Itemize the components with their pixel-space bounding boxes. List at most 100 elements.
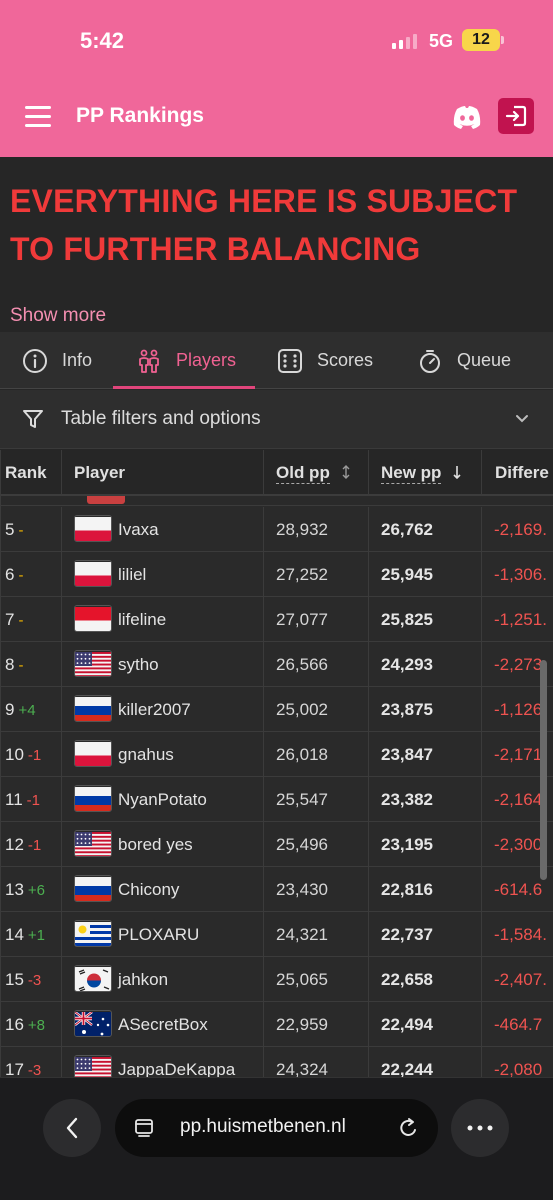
header-new-pp[interactable]: New pp [369, 450, 482, 496]
player-cell: gnahus [62, 732, 264, 777]
table-row[interactable]: 13 +6 Chicony 23,430 22,816 -614.6 [1, 867, 553, 912]
old-pp-cell: 24,324 [264, 1047, 369, 1077]
header-difference[interactable]: Differe [495, 463, 549, 482]
player-name-link[interactable]: NyanPotato [118, 790, 207, 809]
table-filters-toggle[interactable]: Table filters and options [0, 390, 553, 449]
back-button[interactable] [43, 1099, 101, 1157]
difference-cell: -2,407. [494, 970, 547, 989]
rank-value: 8 [5, 655, 15, 674]
logout-icon [505, 105, 527, 127]
header-old-pp[interactable]: Old pp [264, 450, 369, 496]
new-pp-cell: 23,847 [369, 732, 482, 777]
player-name-link[interactable]: PLOXARU [118, 925, 200, 944]
player-name-link[interactable]: JappaDeKappa [118, 1060, 236, 1077]
table-row[interactable]: 11 -1 NyanPotato 25,547 23,382 -2,164. [1, 777, 553, 822]
player-cell: lifeline [62, 597, 264, 642]
rank-value: 17 [5, 1060, 24, 1077]
player-name-link[interactable]: ASecretBox [118, 1015, 208, 1034]
table-row[interactable]: 14 +1 PLOXARU 24,321 22,737 -1,584. [1, 912, 553, 957]
rank-cell: 15 -3 [1, 957, 62, 1002]
tab-bar: Info Players Scores [0, 332, 553, 389]
player-name-link[interactable]: killer2007 [118, 700, 191, 719]
tab-players[interactable]: Players [136, 332, 236, 389]
player-cell: NyanPotato [62, 777, 264, 822]
country-flag-icon [74, 1010, 112, 1037]
header-old-pp-label: Old pp [276, 463, 330, 484]
menu-button[interactable] [25, 106, 51, 128]
player-name-link[interactable]: jahkon [118, 970, 169, 989]
chevron-left-icon [66, 1117, 78, 1139]
tab-queue-label: Queue [457, 350, 512, 370]
tab-info[interactable]: Info [22, 332, 92, 389]
tab-scores-label: Scores [317, 350, 374, 370]
rank-cell: 11 -1 [1, 777, 62, 822]
table-row[interactable]: 9 +4 killer2007 25,002 23,875 -1,126. [1, 687, 553, 732]
show-more-link[interactable]: Show more [10, 305, 107, 326]
difference-cell: -464.7 [494, 1015, 543, 1034]
tab-scores[interactable]: Scores [277, 332, 373, 389]
reload-icon[interactable] [398, 1116, 420, 1140]
table-row[interactable]: 10 -1 gnahus 26,018 23,847 -2,171 [1, 732, 553, 777]
table-row[interactable]: 7- lifeline 27,077 25,825 -1,251. [1, 597, 553, 642]
player-name-link[interactable]: Ivaxa [118, 520, 159, 539]
player-name-link[interactable]: lifeline [118, 610, 167, 629]
table-row[interactable]: 12 -1 bored yes 25,496 23,195 -2,300. [1, 822, 553, 867]
difference-cell: -614.6 [494, 880, 543, 899]
battery-indicator: 12 [462, 29, 500, 51]
address-bar[interactable]: pp.huismetbenen.nl [115, 1099, 438, 1157]
country-flag-icon [74, 740, 112, 767]
discord-icon[interactable] [450, 100, 484, 134]
filters-label: Table filters and options [61, 408, 261, 429]
player-name-link[interactable]: gnahus [118, 745, 174, 764]
player-cell: Ivaxa [62, 507, 264, 552]
warning-line-2: TO FURTHER BALANCING [10, 231, 421, 267]
rank-change: -1 [27, 837, 42, 854]
tab-queue[interactable]: Queue [417, 332, 511, 389]
player-name-link[interactable]: sytho [118, 655, 159, 674]
rank-change: - [18, 612, 24, 629]
table-row[interactable]: 17 -3 JappaDeKappa 24,324 22,244 -2,080 [1, 1047, 553, 1077]
country-flag-icon [74, 875, 112, 902]
reader-icon[interactable] [133, 1117, 155, 1139]
old-pp-cell: 25,496 [264, 822, 369, 867]
sort-desc-icon [453, 466, 461, 480]
rank-change: +4 [18, 702, 36, 719]
difference-cell: -2,164. [494, 790, 547, 809]
player-cell: Chicony [62, 867, 264, 912]
country-flag-icon [74, 650, 112, 677]
url-text: pp.huismetbenen.nl [180, 1116, 346, 1137]
rank-value: 6 [5, 565, 15, 584]
rank-change: +1 [27, 927, 46, 944]
header-player[interactable]: Player [62, 450, 264, 496]
country-flag-icon [74, 965, 112, 992]
header-rank[interactable]: Rank [1, 450, 62, 496]
new-pp-cell: 22,737 [369, 912, 482, 957]
table-row[interactable]: 6- liliel 27,252 25,945 -1,306. [1, 552, 553, 597]
old-pp-cell: 24,321 [264, 912, 369, 957]
table-scrollbar[interactable] [540, 660, 547, 880]
table-row[interactable]: 15 -3 jahkon 25,065 22,658 -2,407. [1, 957, 553, 1002]
rank-cell: 6- [1, 552, 62, 597]
rank-cell: 13 +6 [1, 867, 62, 912]
country-flag-icon [74, 515, 112, 542]
rank-cell: 5- [1, 507, 62, 552]
player-name-link[interactable]: liliel [118, 565, 147, 584]
table-row[interactable]: 8- sytho 26,566 24,293 -2,273. [1, 642, 553, 687]
logout-button[interactable] [498, 98, 534, 134]
table-header: Rank Player Old pp New pp Differe [1, 450, 553, 496]
rank-value: 10 [5, 745, 24, 764]
rank-cell: 7- [1, 597, 62, 642]
chevron-down-icon [516, 415, 528, 423]
table-row[interactable]: 5- Ivaxa 28,932 26,762 -2,169. [1, 507, 553, 552]
more-options-button[interactable] [451, 1099, 509, 1157]
table-row[interactable]: 16 +8 ASecretBox 22,959 22,494 -464.7 [1, 1002, 553, 1047]
rank-value: 15 [5, 970, 24, 989]
table-row-partial [1, 496, 553, 506]
player-name-link[interactable]: bored yes [118, 835, 193, 854]
player-name-link[interactable]: Chicony [118, 880, 180, 899]
ellipsis-icon [467, 1125, 493, 1131]
status-bar: 5:42 5G 12 [0, 0, 553, 80]
old-pp-cell: 26,566 [264, 642, 369, 687]
rank-change: - [18, 657, 24, 674]
rank-value: 9 [5, 700, 15, 719]
